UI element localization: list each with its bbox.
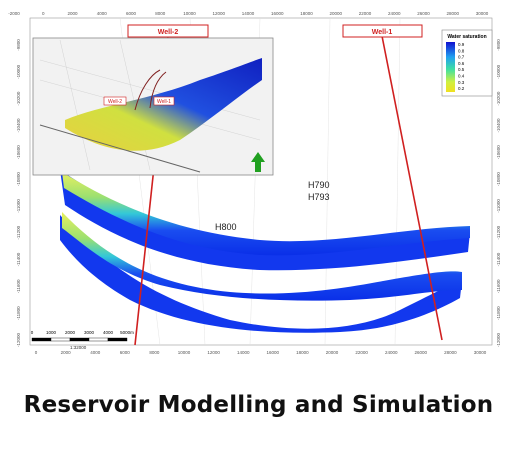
legend-value: 0.7 — [458, 55, 465, 60]
x-tick-label: 12000 — [212, 11, 225, 16]
scale-ratio: 1:32000 — [70, 345, 87, 350]
x-tick-label: 14000 — [237, 350, 250, 355]
x-tick-label: 0 — [42, 11, 45, 16]
well-box — [127, 24, 209, 38]
x-tick-label: 2000 — [67, 11, 78, 16]
reservoir-upper — [60, 170, 470, 271]
scale-segment — [31, 337, 52, 342]
x-tick-label: 4000 — [97, 11, 108, 16]
y-tick-label: -11600 — [16, 279, 21, 293]
caption: Reservoir Modelling and Simulation — [23, 392, 494, 418]
reservoir-lower — [60, 215, 462, 333]
reservoir-upper-top — [62, 172, 470, 256]
inset-well-label: Well-1 — [157, 99, 171, 105]
y-tick-label: -11000 — [16, 199, 21, 213]
y-tick-label: -11400 — [16, 252, 21, 266]
well-label: Well-1 — [372, 29, 393, 36]
x-tick-label: 26000 — [417, 11, 430, 16]
y-tick-label: -9800 — [16, 39, 21, 51]
y-tick-label: -11200 — [16, 225, 21, 239]
y-tick-label: -11800 — [16, 306, 21, 320]
y-tick-label: -10800 — [16, 172, 21, 187]
legend-title: Water saturation — [447, 34, 486, 40]
legend-value: 0.2 — [458, 86, 465, 91]
legend-value: 0.6 — [458, 61, 465, 66]
x-tick-label: 28000 — [446, 11, 459, 16]
y-tick-label: -11400 — [496, 252, 501, 266]
legend-value: 0.9 — [458, 42, 465, 47]
x-tick-label: 30000 — [474, 350, 487, 355]
horizon-label: H790 — [308, 180, 330, 190]
legend-value: 0.4 — [458, 74, 465, 79]
legend: Water saturation 0.90.8 0.70.60.5 0.40.30.… — [441, 29, 493, 97]
y-tick-label: -10000 — [16, 64, 21, 79]
scale-segment — [88, 337, 109, 342]
x-tick-label: 6000 — [126, 11, 137, 16]
x-tick-label: 18000 — [300, 11, 313, 16]
y-tick-label: -10200 — [496, 91, 501, 106]
scale-label: 1000 — [46, 330, 57, 335]
y-tick-label: -10200 — [16, 91, 21, 106]
y-tick-label: -11800 — [496, 306, 501, 320]
scale-segment — [69, 337, 90, 342]
y-tick-label: -10800 — [496, 172, 501, 187]
scale-label: 5000m — [120, 330, 134, 335]
x-tick-label: 8000 — [149, 350, 160, 355]
legend-value: 0.8 — [458, 48, 465, 53]
x-tick-label: 14000 — [242, 11, 255, 16]
x-tick-label: 24000 — [385, 350, 398, 355]
x-tick-label: 22000 — [359, 11, 372, 16]
y-tick-label: -12000 — [16, 332, 21, 347]
scale-bar: 0 1000 2000 3000 4000 5000m 1:32000 — [31, 330, 134, 350]
figure: Well-2 Well-1 H800 H790 H793 Well-2 Well… — [8, 11, 501, 355]
scale-segment — [107, 337, 128, 342]
x-tick-label: 12000 — [207, 350, 220, 355]
horizon-label: H800 — [215, 222, 237, 232]
legend-value: 0.3 — [458, 80, 465, 85]
y-tick-label: -11600 — [496, 279, 501, 293]
x-tick-label: 30000 — [476, 11, 489, 16]
well-label: Well-2 — [158, 29, 179, 36]
x-tick-label: 18000 — [296, 350, 309, 355]
x-tick-label: 28000 — [444, 350, 457, 355]
scale-label: 0 — [31, 330, 34, 335]
x-tick-label: 10000 — [178, 350, 191, 355]
y-tick-label: -9800 — [496, 39, 501, 51]
x-tick-label: 2000 — [61, 350, 72, 355]
y-tick-label: -11200 — [496, 225, 501, 239]
y-tick-label: -11000 — [496, 199, 501, 213]
y-tick-label: -10400 — [16, 118, 21, 133]
x-tick-label: 4000 — [90, 350, 101, 355]
well-box — [342, 24, 423, 38]
x-tick-label: 16000 — [267, 350, 280, 355]
y-tick-label: -10600 — [496, 145, 501, 160]
y-tick-label: -12000 — [496, 332, 501, 347]
x-tick-label: 6000 — [120, 350, 131, 355]
y-tick-label: -10600 — [16, 145, 21, 160]
x-tick-label: 26000 — [415, 350, 428, 355]
scale-label: 3000 — [84, 330, 95, 335]
y-tick-label: -10400 — [496, 118, 501, 133]
x-tick-label: 0 — [35, 350, 38, 355]
x-tick-label: 8000 — [155, 11, 166, 16]
well-1-trajectory — [381, 35, 443, 341]
legend-value: 0.5 — [458, 67, 465, 72]
x-tick-label: 22000 — [355, 350, 368, 355]
scale-segment — [50, 337, 71, 342]
inset-well-label: Well-2 — [108, 99, 122, 105]
x-tick-label: 20000 — [326, 350, 339, 355]
horizon-label: H793 — [308, 192, 330, 202]
scale-label: 4000 — [103, 330, 114, 335]
x-tick-label: 16000 — [271, 11, 284, 16]
reservoir-lower-top — [62, 212, 462, 301]
x-tick-label: 20000 — [329, 11, 342, 16]
x-tick-label: -2000 — [8, 11, 20, 16]
inset-3d-view: Well-2 Well-1 — [32, 37, 274, 176]
scale-label: 2000 — [65, 330, 76, 335]
x-tick-label: 24000 — [388, 11, 401, 16]
x-tick-label: 10000 — [183, 11, 196, 16]
y-tick-label: -10000 — [496, 64, 501, 79]
